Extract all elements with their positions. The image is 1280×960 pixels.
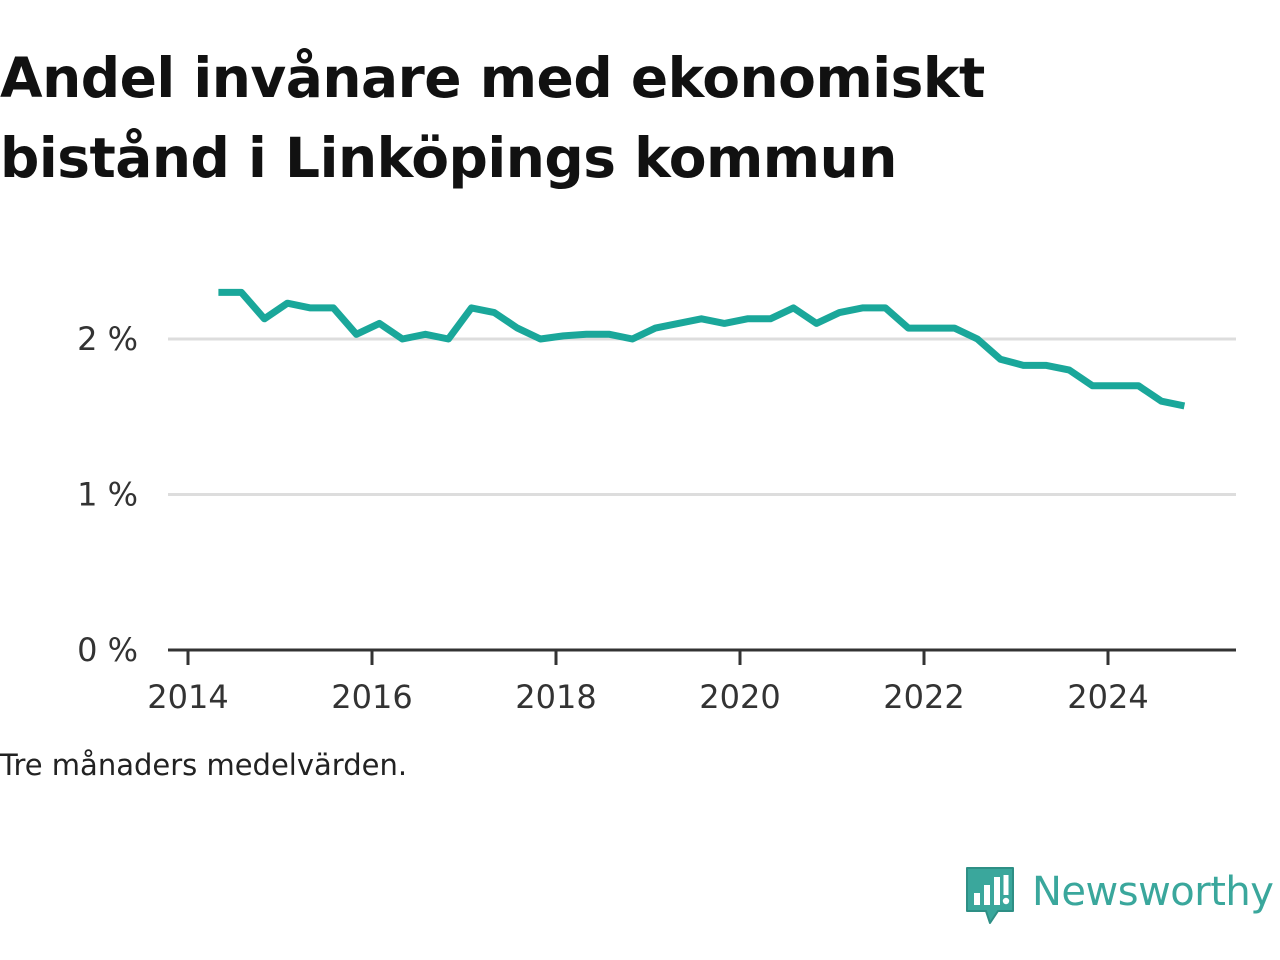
x-tick-label: 2020: [699, 678, 780, 716]
newsworthy-logo-icon: [966, 867, 1014, 924]
gridlines: [168, 337, 1236, 496]
chart-note: Tre månaders medelvärden.: [0, 748, 408, 782]
x-axis: [168, 648, 1236, 665]
y-tick-label: 1 %: [77, 476, 138, 514]
x-tick-label: 2024: [1067, 678, 1148, 716]
chart-title: Andel invånare med ekonomiskt bistånd i …: [0, 46, 985, 190]
x-tick-label: 2018: [515, 678, 596, 716]
series-line: [218, 288, 1186, 410]
x-tick-label: 2016: [331, 678, 412, 716]
brand-logo: Newsworthy: [964, 864, 1274, 928]
brand-name: Newsworthy: [1032, 869, 1274, 915]
y-tick-label: 2 %: [77, 320, 138, 358]
series-group: [218, 288, 1186, 410]
x-tick-label: 2022: [883, 678, 964, 716]
y-tick-label: 0 %: [77, 631, 138, 669]
x-tick-label: 2014: [147, 678, 228, 716]
x-axis-labels: 2014 2016 2018 2020 2022 2024: [147, 678, 1148, 716]
y-axis-labels: 0 % 1 % 2 %: [77, 320, 138, 669]
